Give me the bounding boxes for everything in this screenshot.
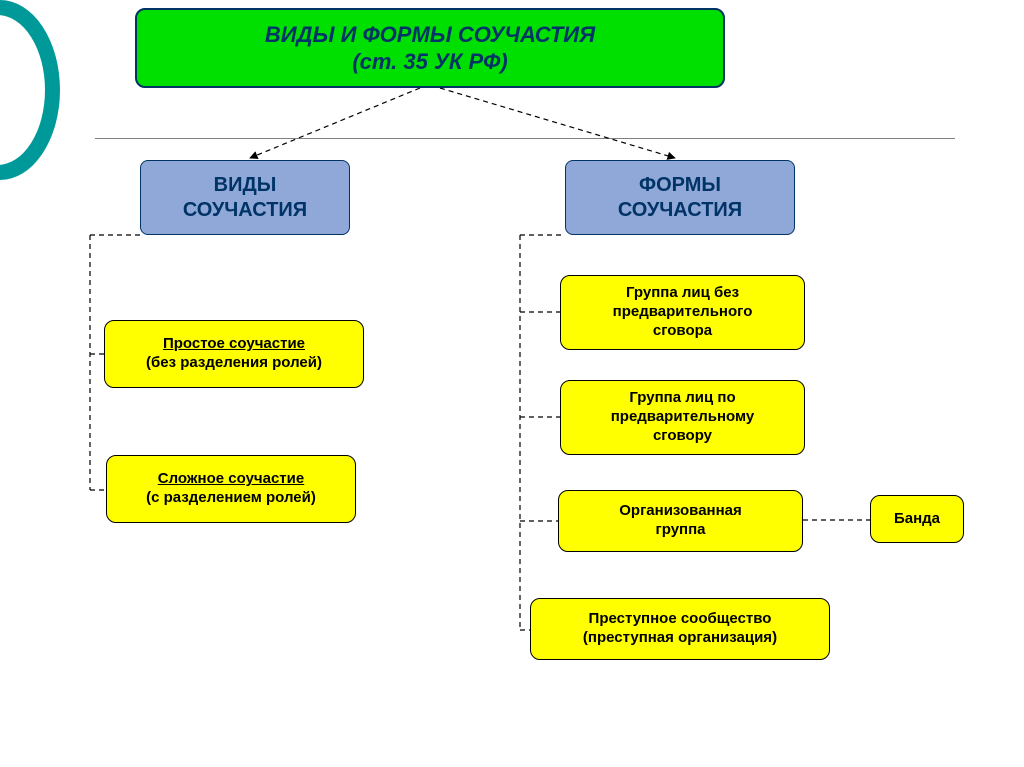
category-forms: ФОРМЫ СОУЧАСТИЯ (565, 160, 795, 235)
item-organized-group: Организованная группа (558, 490, 803, 552)
item-banda-l1: Банда (894, 510, 940, 529)
item-simple-sub: (без разделения ролей) (146, 354, 322, 373)
item-complex-complicity: Сложное соучастие (с разделением ролей) (106, 455, 356, 523)
header-line2: (ст. 35 УК РФ) (352, 48, 507, 76)
item-org-l2: группа (655, 521, 705, 540)
item-simple-title: Простое соучастие (163, 335, 305, 354)
item-crime-l1: Преступное сообщество (589, 610, 772, 629)
item-group2-l3: сговору (653, 427, 712, 446)
category-types: ВИДЫ СОУЧАСТИЯ (140, 160, 350, 235)
diagram-header: ВИДЫ И ФОРМЫ СОУЧАСТИЯ (ст. 35 УК РФ) (135, 8, 725, 88)
item-criminal-community: Преступное сообщество (преступная органи… (530, 598, 830, 660)
item-group1-l3: сговора (653, 322, 712, 341)
item-group-no-collusion: Группа лиц без предварительного сговора (560, 275, 805, 350)
item-group1-l1: Группа лиц без (626, 284, 739, 303)
category-forms-line1: ФОРМЫ (639, 173, 721, 198)
item-crime-l2: (преступная организация) (583, 629, 777, 648)
item-simple-complicity: Простое соучастие (без разделения ролей) (104, 320, 364, 388)
category-forms-line2: СОУЧАСТИЯ (618, 198, 742, 223)
item-gang: Банда (870, 495, 964, 543)
horizontal-divider (95, 138, 955, 139)
item-group2-l1: Группа лиц по (629, 389, 735, 408)
item-complex-sub: (с разделением ролей) (146, 489, 316, 508)
item-group-with-collusion: Группа лиц по предварительному сговору (560, 380, 805, 455)
item-group2-l2: предварительному (611, 408, 755, 427)
item-org-l1: Организованная (619, 502, 742, 521)
header-line1: ВИДЫ И ФОРМЫ СОУЧАСТИЯ (265, 21, 595, 49)
category-types-line2: СОУЧАСТИЯ (183, 198, 307, 223)
item-complex-title: Сложное соучастие (158, 470, 304, 489)
category-types-line1: ВИДЫ (214, 173, 277, 198)
item-group1-l2: предварительного (613, 303, 753, 322)
